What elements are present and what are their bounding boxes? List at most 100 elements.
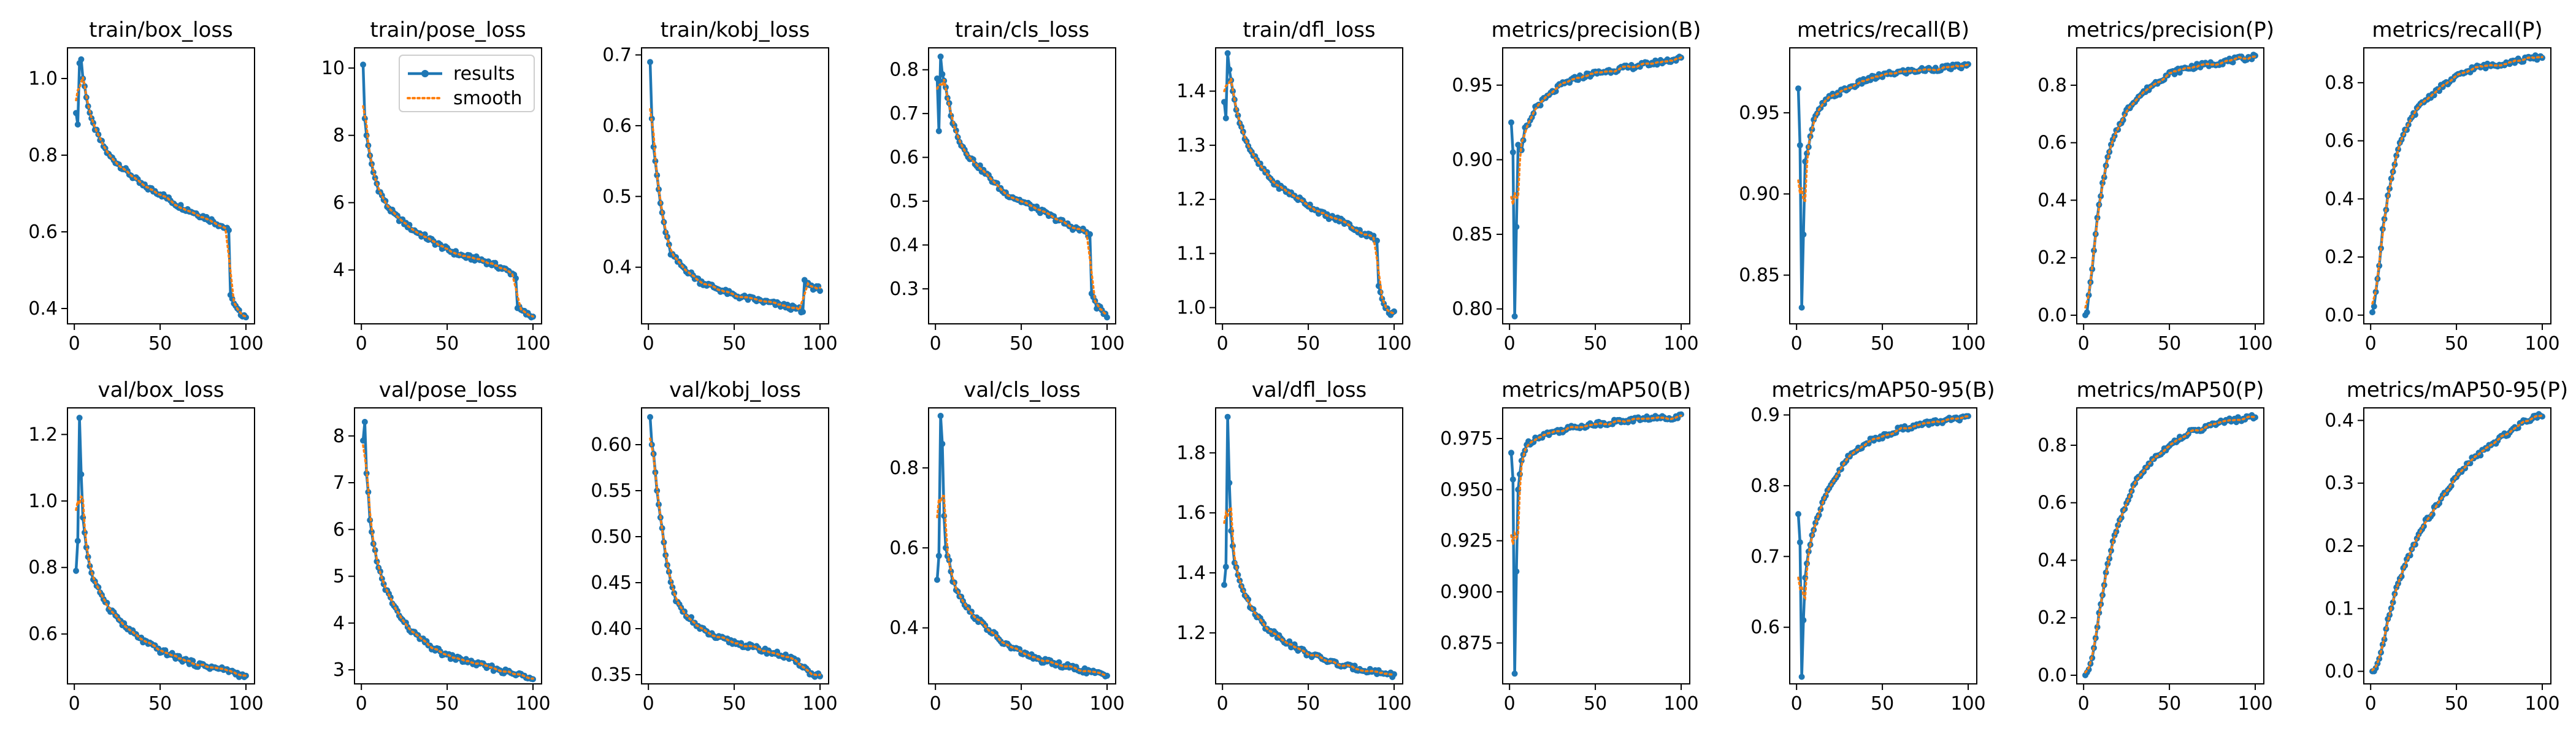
results-point: [2083, 309, 2090, 316]
y-tick-label: 4: [333, 259, 345, 281]
y-tick-label: 0.8: [1750, 475, 1780, 497]
plot-frame: [1502, 407, 1690, 684]
y-tick-label: 0.975: [1440, 428, 1493, 450]
x-tick-label: 50: [2158, 693, 2181, 715]
legend-results-label: results: [453, 63, 515, 85]
y-tick-label: 4: [333, 613, 345, 634]
x-tick-label: 50: [1010, 333, 1033, 355]
y-tick-label: 0.9: [1750, 405, 1780, 426]
results-series-line: [2371, 54, 2543, 313]
x-tick-label: 100: [1663, 693, 1698, 715]
y-tick-label: 0.2: [2037, 607, 2067, 629]
chart-title: metrics/mAP50-95(P): [2347, 378, 2568, 402]
y-tick-label: 0.40: [591, 618, 632, 640]
results-point: [647, 414, 653, 420]
chart-title: val/dfl_loss: [1252, 378, 1367, 402]
y-tick-label: 0.8: [2325, 72, 2354, 94]
y-tick-label: 0.8: [28, 145, 58, 166]
y-tick-label: 0.80: [1452, 299, 1493, 320]
y-tick-label: 0.45: [591, 572, 632, 594]
x-tick-label: 100: [2237, 693, 2272, 715]
results-series-line: [935, 414, 1108, 678]
y-tick-label: 6: [333, 519, 345, 540]
y-tick-label: 5: [333, 566, 345, 588]
results-point: [1798, 673, 1805, 680]
results-series-line: [1796, 415, 1968, 678]
results-point: [1370, 232, 1377, 239]
x-tick-label: 50: [723, 693, 746, 715]
results-point: [1222, 564, 1229, 570]
chart-panel: val/pose_loss 0 50 100 3 4 5 6 7 8: [333, 378, 551, 715]
results-point: [1508, 450, 1514, 456]
y-tick-label: 0.6: [889, 147, 919, 169]
chart-title: metrics/precision(B): [1492, 18, 1701, 42]
y-tick-label: 1.2: [28, 424, 58, 445]
results-point: [2386, 185, 2393, 192]
results-point: [1509, 476, 1516, 483]
chart-panel: metrics/recall(B) 0 50 100 0.85 0.90 0.95: [1739, 18, 1985, 355]
chart-title: metrics/recall(P): [2372, 18, 2542, 42]
results-point: [1374, 237, 1380, 244]
y-tick-label: 0.90: [1739, 183, 1780, 205]
chart-panel: val/dfl_loss 0 50 100 1.2 1.4 1.6 1.8: [1176, 378, 1411, 715]
results-point: [935, 553, 942, 559]
y-tick-label: 0.95: [1452, 75, 1493, 96]
x-tick-label: 0: [69, 333, 80, 355]
results-point: [73, 567, 79, 574]
legend-smooth-label: smooth: [453, 88, 522, 109]
y-tick-label: 0.6: [602, 115, 632, 137]
results-point: [1511, 670, 1518, 677]
y-tick-label: 0.6: [2037, 132, 2067, 154]
x-tick-label: 50: [2445, 333, 2468, 355]
x-tick-label: 50: [1584, 693, 1607, 715]
results-point: [937, 53, 944, 60]
results-point: [190, 657, 196, 664]
x-tick-label: 100: [2237, 333, 2272, 355]
y-tick-label: 0.900: [1440, 581, 1493, 603]
chart-title: train/box_loss: [89, 18, 233, 42]
y-tick-label: 0.7: [602, 45, 632, 66]
y-tick-label: 1.1: [1176, 243, 1206, 264]
smooth-series-line: [2084, 415, 2256, 674]
x-tick-label: 0: [643, 333, 654, 355]
chart-panel: metrics/precision(B) 0 50 100 0.80 0.85 0.90 0.…: [1452, 18, 1701, 355]
smooth-series-line: [649, 108, 821, 312]
results-series-line: [74, 58, 247, 318]
x-tick-label: 50: [2158, 333, 2181, 355]
plot-frame: [67, 47, 255, 324]
y-tick-label: 0.50: [591, 526, 632, 548]
y-tick-label: 0.7: [889, 103, 919, 125]
results-point: [2371, 303, 2377, 310]
x-tick-label: 50: [148, 333, 172, 355]
results-series-line: [648, 62, 822, 314]
results-series-line: [1509, 55, 1682, 318]
results-series-line: [1222, 52, 1395, 316]
x-tick-label: 100: [1089, 333, 1124, 355]
y-tick-label: 0.60: [591, 434, 632, 456]
results-series-line: [935, 55, 1109, 318]
plot-frame: [354, 407, 542, 684]
plot-frame: [641, 407, 829, 684]
y-tick-label: 0.4: [889, 618, 919, 639]
plot-frame: [1789, 407, 1977, 684]
chart-title: train/dfl_loss: [1243, 18, 1375, 42]
x-tick-label: 100: [1663, 333, 1698, 355]
x-tick-label: 0: [2078, 693, 2090, 715]
smooth-series-line: [75, 76, 247, 318]
results-point: [1221, 99, 1227, 105]
y-tick-label: 0.4: [889, 234, 919, 256]
results-point: [2379, 641, 2386, 648]
y-tick-label: 0.4: [2325, 410, 2354, 431]
y-tick-label: 0.2: [2325, 535, 2354, 557]
results-point: [1796, 142, 1803, 148]
y-tick-label: 0.4: [2325, 188, 2354, 210]
chart-title: val/box_loss: [98, 378, 224, 402]
smooth-series-line: [936, 79, 1108, 316]
results-series-line: [648, 416, 821, 678]
results-point: [2369, 309, 2375, 316]
chart-panel: train/cls_loss 0 50 100 0.3 0.4 0.5 0.6 0.7 0.8: [889, 18, 1124, 355]
x-tick-label: 0: [2365, 333, 2377, 355]
x-tick-label: 0: [2078, 333, 2090, 355]
x-tick-label: 0: [930, 693, 941, 715]
smooth-series-line: [1510, 415, 1682, 545]
